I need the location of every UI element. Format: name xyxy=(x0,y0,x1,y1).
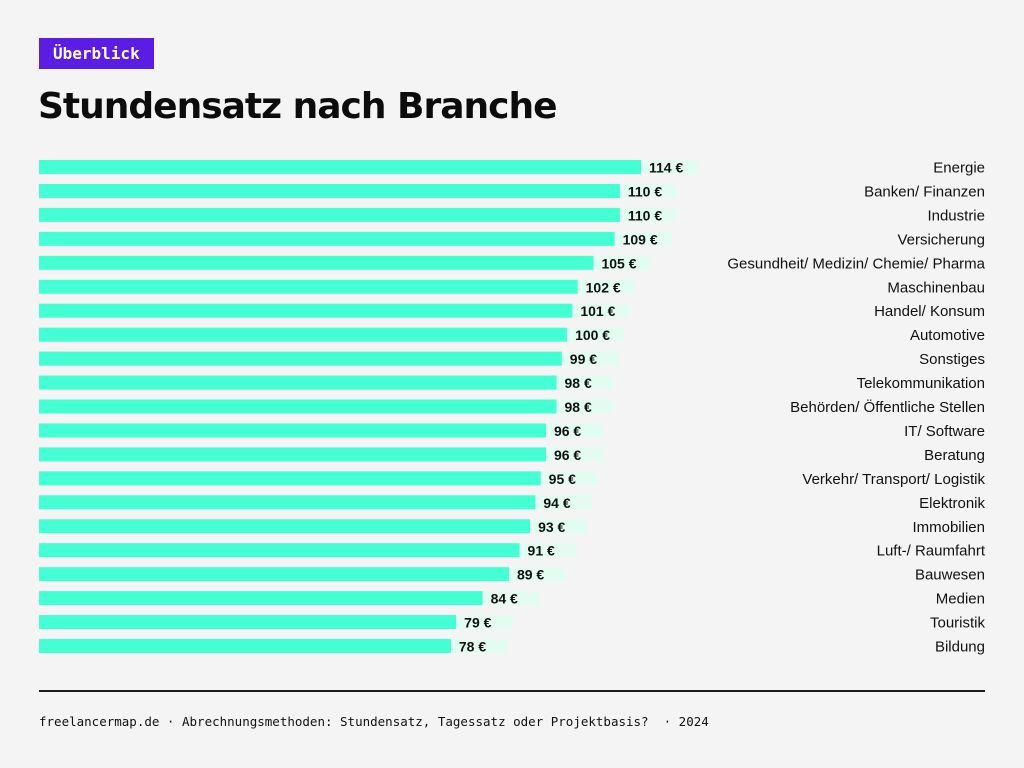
overview-badge: Überblick xyxy=(39,38,154,69)
bar-value-label: 110 € xyxy=(628,183,662,199)
category-label: Immobilien xyxy=(912,519,985,536)
bar-label-bg xyxy=(577,279,635,294)
bar-10 xyxy=(39,375,557,390)
bar-12 xyxy=(39,423,546,438)
bar-value-label: 78 € xyxy=(459,639,486,655)
bar-label-bg xyxy=(545,423,603,438)
bar-3 xyxy=(39,207,620,222)
category-label: Verkehr/ Transport/ Logistik xyxy=(802,471,985,488)
bar-17 xyxy=(39,543,520,558)
bar-value-label: 105 € xyxy=(601,255,636,271)
bar-label-bg xyxy=(540,471,598,486)
category-label: Bildung xyxy=(935,639,985,656)
bar-20 xyxy=(39,615,457,630)
bar-13 xyxy=(39,447,546,462)
bar-value-label: 101 € xyxy=(580,303,615,319)
bar-label-bg xyxy=(572,303,630,318)
bar-8 xyxy=(39,327,568,342)
category-label: Medien xyxy=(936,591,985,608)
bar-value-label: 100 € xyxy=(575,327,610,343)
category-label: Beratung xyxy=(924,447,985,464)
bar-14 xyxy=(39,471,541,486)
bar-label-bg xyxy=(450,639,508,653)
bar-7 xyxy=(39,303,573,318)
footer-divider xyxy=(39,690,985,692)
bar-6 xyxy=(39,279,578,294)
category-label: Elektronik xyxy=(919,495,985,512)
bar-2 xyxy=(39,183,620,198)
bar-label-bg xyxy=(456,615,514,630)
bar-value-label: 98 € xyxy=(565,399,592,415)
bar-16 xyxy=(39,519,531,534)
bar-chart: 114 € Energie 110 € Banken/ Finanzen 110 € In… xyxy=(39,160,986,656)
category-label: Industrie xyxy=(927,207,985,224)
bar-value-label: 89 € xyxy=(517,567,544,583)
bar-18 xyxy=(39,567,509,582)
bar-label-bg xyxy=(619,207,677,222)
bar-value-label: 93 € xyxy=(538,519,565,535)
bar-label-bg xyxy=(556,399,614,414)
bar-1 xyxy=(39,160,641,174)
bar-value-label: 95 € xyxy=(549,471,576,487)
category-label: Sonstiges xyxy=(919,351,985,368)
bar-value-label: 98 € xyxy=(565,375,592,391)
bar-11 xyxy=(39,399,557,414)
category-label: Handel/ Konsum xyxy=(874,303,985,320)
bar-21 xyxy=(39,639,451,653)
bar-value-label: 96 € xyxy=(554,447,581,463)
bar-9 xyxy=(39,351,562,366)
bar-15 xyxy=(39,495,536,510)
bar-value-label: 91 € xyxy=(528,543,555,559)
category-label: Energie xyxy=(933,160,985,177)
category-label: Banken/ Finanzen xyxy=(864,183,985,200)
bar-label-bg xyxy=(593,255,651,270)
bar-4 xyxy=(39,231,615,246)
bar-value-label: 114 € xyxy=(649,160,683,176)
bar-value-label: 102 € xyxy=(586,279,621,295)
bar-label-bg xyxy=(614,231,672,246)
category-label: Telekommunikation xyxy=(857,375,985,392)
bar-value-label: 96 € xyxy=(554,423,581,439)
category-label: Versicherung xyxy=(897,231,985,248)
bar-label-bg xyxy=(556,375,614,390)
bar-value-label: 110 € xyxy=(628,207,662,223)
bar-label-bg xyxy=(482,591,540,606)
bar-label-bg xyxy=(641,160,698,174)
bar-label-bg xyxy=(519,543,577,558)
category-label: Maschinenbau xyxy=(887,279,985,296)
category-label: IT/ Software xyxy=(904,423,985,440)
bar-value-label: 84 € xyxy=(491,591,518,607)
chart-title: Stundensatz nach Branche xyxy=(38,86,558,127)
category-label: Behörden/ Öffentliche Stellen xyxy=(790,398,985,416)
bar-label-bg xyxy=(567,327,625,342)
footer-source: freelancermap.de · Abrechnungsmethoden: … xyxy=(39,714,709,729)
bar-label-bg xyxy=(561,351,619,366)
category-label: Luft-/ Raumfahrt xyxy=(877,543,986,560)
bar-label-bg xyxy=(530,519,588,534)
category-label: Bauwesen xyxy=(915,567,985,584)
bar-value-label: 109 € xyxy=(623,231,658,247)
category-label: Touristik xyxy=(930,615,986,632)
bar-label-bg xyxy=(545,447,603,462)
bar-19 xyxy=(39,591,483,606)
category-label: Gesundheit/ Medizin/ Chemie/ Pharma xyxy=(727,255,985,272)
bar-label-bg xyxy=(619,183,677,198)
bar-5 xyxy=(39,255,594,270)
bar-value-label: 94 € xyxy=(543,495,570,511)
bar-value-label: 79 € xyxy=(464,615,491,631)
bar-label-bg xyxy=(535,495,593,510)
bar-label-bg xyxy=(508,567,566,582)
bar-value-label: 99 € xyxy=(570,351,597,367)
category-label: Automotive xyxy=(910,327,985,344)
